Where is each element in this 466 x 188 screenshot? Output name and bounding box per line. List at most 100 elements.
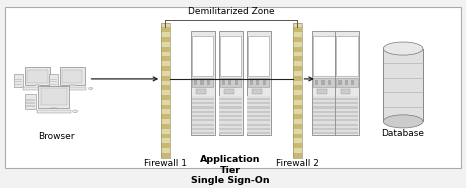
Bar bbox=[219, 119, 242, 121]
Bar bbox=[336, 36, 358, 76]
Bar bbox=[219, 111, 242, 113]
Text: Application
Tier
Single Sign-On: Application Tier Single Sign-On bbox=[192, 155, 270, 185]
Bar bbox=[351, 80, 354, 85]
Bar bbox=[219, 132, 242, 134]
Bar bbox=[161, 80, 170, 85]
Bar bbox=[247, 128, 270, 130]
Bar bbox=[293, 85, 302, 90]
Bar bbox=[336, 96, 358, 134]
Bar bbox=[336, 111, 358, 113]
Bar bbox=[313, 98, 335, 100]
Bar bbox=[336, 77, 358, 87]
Bar bbox=[161, 139, 170, 143]
Bar bbox=[161, 109, 170, 114]
Bar bbox=[192, 111, 214, 113]
Bar bbox=[293, 90, 302, 95]
Bar bbox=[228, 80, 232, 85]
Bar bbox=[252, 89, 262, 94]
Bar bbox=[248, 77, 269, 87]
Bar bbox=[26, 99, 35, 101]
Bar bbox=[200, 80, 204, 85]
Bar bbox=[293, 23, 302, 158]
Bar bbox=[293, 124, 302, 129]
Bar bbox=[293, 42, 302, 47]
Bar bbox=[161, 100, 170, 105]
Bar bbox=[41, 88, 67, 105]
Bar bbox=[191, 31, 215, 135]
Bar bbox=[192, 119, 214, 121]
Text: Firewall 2: Firewall 2 bbox=[276, 159, 319, 168]
Bar bbox=[322, 80, 325, 85]
Ellipse shape bbox=[383, 42, 423, 55]
Bar bbox=[336, 124, 358, 126]
Bar bbox=[293, 47, 302, 52]
Ellipse shape bbox=[54, 87, 58, 90]
Bar bbox=[336, 119, 358, 121]
Bar bbox=[23, 87, 51, 90]
Bar bbox=[194, 80, 197, 85]
Bar bbox=[69, 84, 75, 86]
Bar bbox=[161, 129, 170, 134]
Bar bbox=[247, 102, 270, 104]
Bar bbox=[313, 124, 335, 126]
Bar bbox=[293, 119, 302, 124]
Bar bbox=[48, 74, 58, 87]
Bar bbox=[161, 37, 170, 42]
Bar bbox=[161, 85, 170, 90]
Bar bbox=[383, 49, 423, 121]
Bar bbox=[192, 96, 214, 134]
Bar bbox=[219, 115, 242, 117]
Bar bbox=[34, 84, 40, 86]
Bar bbox=[161, 47, 170, 52]
Bar bbox=[219, 102, 242, 104]
Bar bbox=[247, 119, 270, 121]
Bar bbox=[293, 56, 302, 61]
Bar bbox=[336, 102, 358, 104]
Bar bbox=[161, 27, 170, 32]
Text: Database: Database bbox=[382, 129, 425, 138]
Bar bbox=[14, 74, 23, 87]
Bar bbox=[222, 80, 225, 85]
Bar bbox=[192, 106, 214, 108]
Bar bbox=[161, 134, 170, 139]
Bar bbox=[336, 106, 358, 108]
Bar bbox=[338, 80, 342, 85]
Bar bbox=[196, 89, 206, 94]
Bar bbox=[263, 80, 266, 85]
Bar bbox=[192, 77, 213, 87]
Bar bbox=[50, 107, 57, 108]
Bar bbox=[336, 128, 358, 130]
Bar bbox=[224, 89, 234, 94]
Bar bbox=[313, 106, 335, 108]
Bar bbox=[293, 32, 302, 37]
Ellipse shape bbox=[383, 115, 423, 128]
Bar bbox=[247, 132, 270, 134]
Bar bbox=[313, 128, 335, 130]
Bar bbox=[293, 95, 302, 100]
Bar bbox=[341, 89, 350, 94]
Bar bbox=[345, 80, 348, 85]
Bar bbox=[219, 124, 242, 126]
Bar bbox=[315, 80, 318, 85]
Bar bbox=[161, 119, 170, 124]
Bar bbox=[313, 119, 335, 121]
Bar bbox=[58, 87, 86, 90]
Text: Firewall 1: Firewall 1 bbox=[144, 159, 187, 168]
Bar bbox=[293, 109, 302, 114]
Bar bbox=[313, 102, 335, 104]
Bar bbox=[250, 80, 253, 85]
Bar bbox=[161, 56, 170, 61]
Bar bbox=[219, 31, 243, 135]
Bar bbox=[14, 79, 22, 80]
Text: Demilitarized Zone: Demilitarized Zone bbox=[188, 7, 274, 16]
Bar bbox=[313, 115, 335, 117]
Bar bbox=[219, 106, 242, 108]
Bar bbox=[293, 105, 302, 109]
Bar bbox=[293, 114, 302, 119]
Bar bbox=[161, 124, 170, 129]
Bar bbox=[293, 71, 302, 76]
Bar bbox=[161, 52, 170, 56]
Bar bbox=[293, 129, 302, 134]
Bar bbox=[335, 31, 359, 135]
Bar bbox=[247, 98, 270, 100]
